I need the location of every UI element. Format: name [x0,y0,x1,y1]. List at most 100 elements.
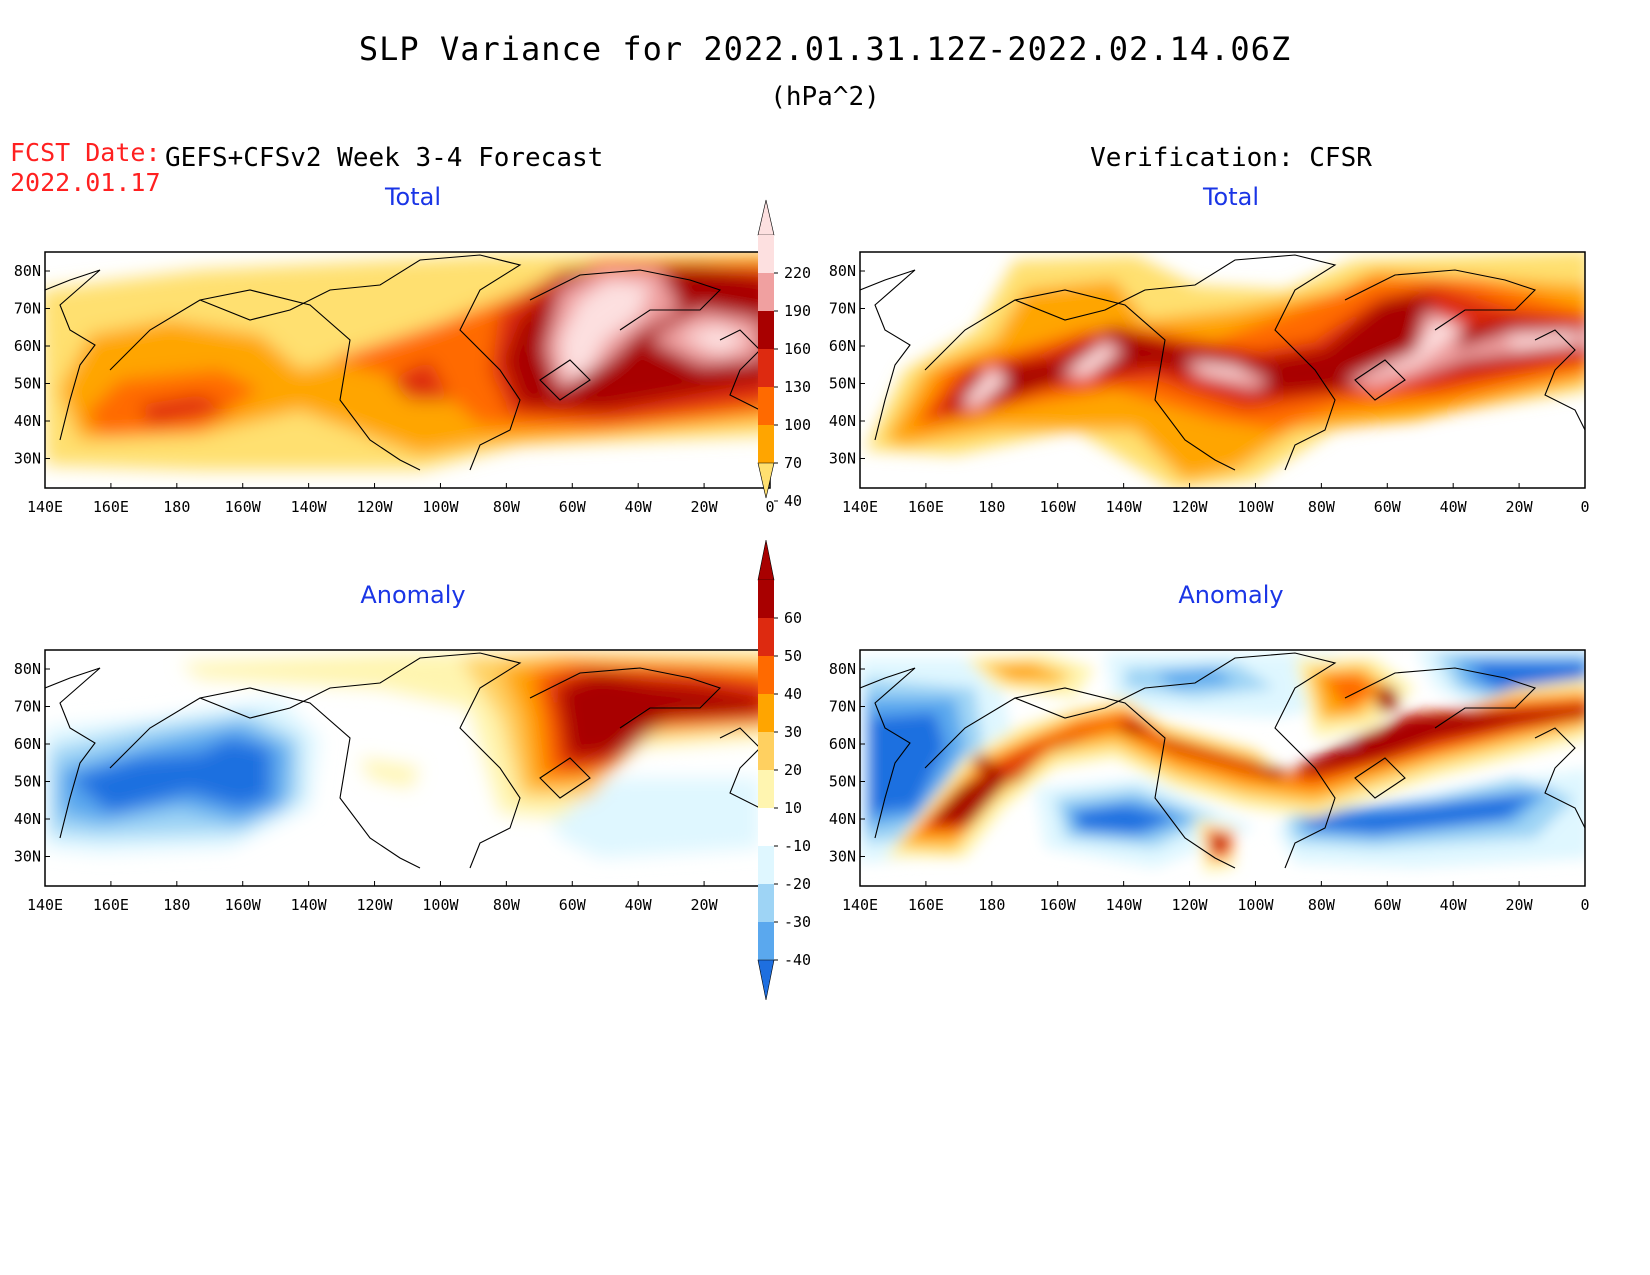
colorbar-segment [758,387,774,425]
lat-label: 80N [14,262,41,280]
lon-label: 160W [1040,896,1077,914]
verification-total-field [860,252,1585,488]
forecast-anomaly-map: 140E160E180160W140W120W100W80W60W40W20W0… [14,649,775,914]
lat-label: 30N [14,848,41,866]
lat-label: 60N [829,735,856,753]
colorbar-label: 70 [784,454,802,472]
lon-label: 180 [163,896,190,914]
colorbar-segment [758,425,774,463]
lon-label: 140E [842,498,878,516]
lat-label: 50N [829,375,856,393]
verification-anomaly-map: 140E 160E 180 160W 140W 120W 100W 80W 60W 40W 20W 0… [829,649,1590,914]
lon-label: 40W [1440,896,1468,914]
lon-label: 160W [225,498,262,516]
colorbar-label: 10 [784,799,802,817]
colorbar-segment [758,846,774,884]
colorbar-cap [757,462,775,499]
lat-label: 70N [14,300,41,318]
lon-label: 140E [842,896,878,914]
lon-label: 40W [625,896,653,914]
colorbar-label: 30 [784,723,802,741]
map-frame [859,251,1586,489]
colorbar-label: -30 [784,913,811,931]
axis-labels: 140E 160E 180 160W 140W 120W 100W 80W 60W 40W 20W 0… [829,262,1590,516]
colorbar-label: -20 [784,875,811,893]
axis-labels: 140E 160E 180 160W 140W 120W 100W 80W 60W 40W 20W 0… [829,660,1590,914]
lon-label: 120W [1171,896,1208,914]
lat-label: 60N [14,735,41,753]
forecast-header: GEFS+CFSv2 Week 3-4 Forecast [165,143,604,173]
colorbar-label: -10 [784,837,811,855]
coastlines [860,652,1585,869]
forecast-total-title: Total [384,183,442,211]
lon-label: 160E [908,498,944,516]
colorbar-label: 20 [784,761,802,779]
lat-label: 50N [829,773,856,791]
colorbar-label: 130 [784,378,811,396]
lon-label: 160E [93,896,129,914]
colorbar-label: 50 [784,647,802,665]
colorbar-label: 220 [784,264,811,282]
lat-label: 30N [829,848,856,866]
coastlines [45,652,770,869]
map-frame [859,649,1586,887]
lon-label: 0 [1580,498,1589,516]
lon-label: 140W [1106,896,1143,914]
lon-label: 140W [1106,498,1143,516]
lon-label: 140E [27,896,63,914]
lon-label: 80W [493,896,521,914]
verification-header: Verification: CFSR [1090,143,1372,173]
colorbar-segment [758,580,774,618]
lon-label: 60W [1374,896,1402,914]
lat-label: 70N [829,698,856,716]
forecast-total-field [45,252,770,488]
lat-label: 30N [829,450,856,468]
colorbar-label: -40 [784,951,811,969]
axis-labels: 140E 160E 180 160W 140W 120W 100W 80W 60W 40W 20W 0… [14,262,775,516]
lon-label: 60W [559,498,587,516]
lon-label: 120W [356,498,393,516]
colorbar-segment [758,694,774,732]
verification-total-title: Total [1202,183,1260,211]
colorbar-label: 160 [784,340,811,358]
lon-label: 160W [225,896,262,914]
colorbar-segment [758,922,774,960]
colorbar-segment [758,656,774,694]
lat-label: 30N [14,450,41,468]
anomaly-colorbar: 60 50 40 30 20 10 -10 -20 -30 -40 [757,539,811,1001]
lon-label: 20W [691,498,719,516]
fcst-date-value: 2022.01.17 [10,168,161,197]
colorbar-segment [758,770,774,808]
colorbar-cap [757,959,775,1001]
colorbar-segment [758,273,774,311]
colorbar-segment [758,884,774,922]
total-colorbar: 220 190 160 130 100 70 40 [757,199,811,510]
lat-label: 70N [14,698,41,716]
lon-label: 160W [1040,498,1077,516]
lon-label: 100W [422,498,459,516]
lat-label: 40N [14,412,41,430]
lon-label: 100W [1237,896,1274,914]
lon-label: 80W [493,498,521,516]
colorbar-cap [757,199,775,236]
lon-label: 100W [422,896,459,914]
lon-label: 40W [1440,498,1468,516]
verification-total-map: 140E 160E 180 160W 140W 120W 100W 80W 60W 40W 20W 0… [829,251,1590,516]
lon-label: 120W [356,896,393,914]
colorbar-segment [758,235,774,273]
colorbar-label: 100 [784,416,811,434]
main-title: SLP Variance for 2022.01.31.12Z-2022.02.… [358,30,1292,68]
colorbar-segment [758,349,774,387]
lon-label: 20W [1506,896,1534,914]
lon-label: 140W [291,498,328,516]
lon-label: 0 [765,498,774,516]
lon-label: 100W [1237,498,1274,516]
lon-label: 60W [559,896,587,914]
lat-label: 70N [829,300,856,318]
lon-label: 180 [163,498,190,516]
colorbar-label: 40 [784,492,802,510]
lat-label: 80N [14,660,41,678]
lon-label: 20W [1506,498,1534,516]
colorbar-segment [758,808,774,846]
lon-label: 180 [978,498,1005,516]
